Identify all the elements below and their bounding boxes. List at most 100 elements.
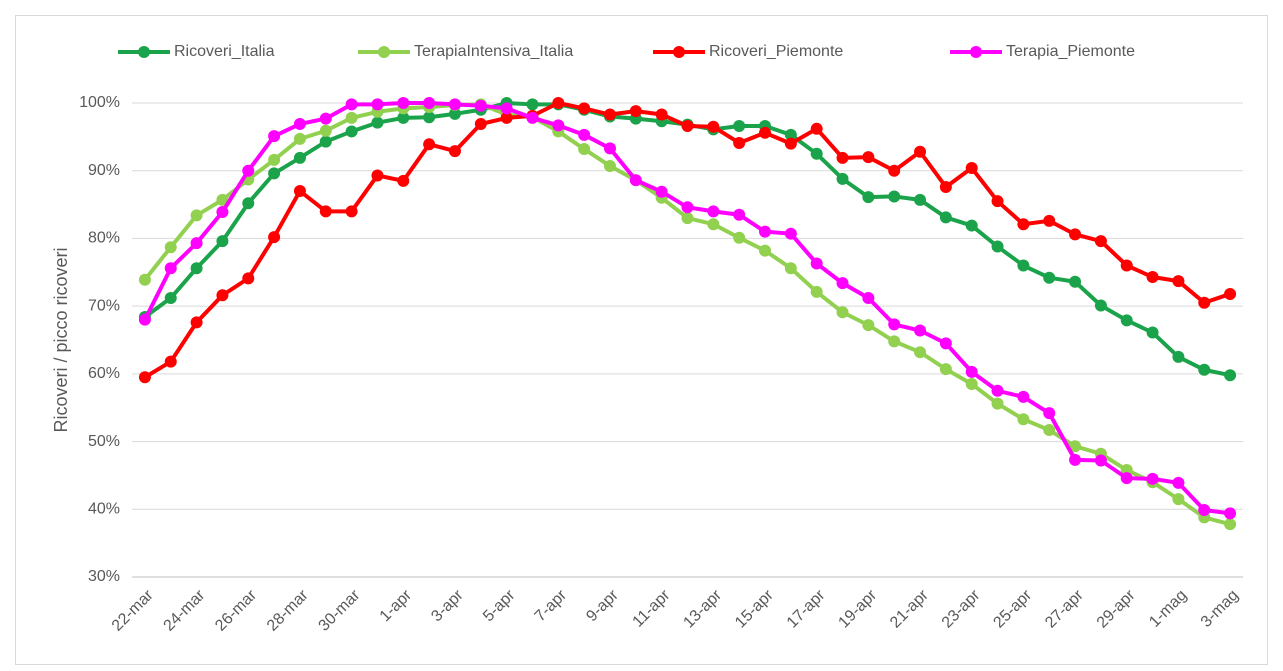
data-point xyxy=(345,125,358,138)
data-point xyxy=(914,145,927,158)
data-point xyxy=(733,208,746,221)
data-point xyxy=(500,102,513,115)
data-point xyxy=(345,98,358,111)
data-point xyxy=(939,337,952,350)
data-point xyxy=(138,371,151,384)
y-tick-label: 70% xyxy=(88,297,120,314)
data-point xyxy=(268,153,281,166)
data-point xyxy=(474,117,487,130)
data-point xyxy=(991,240,1004,253)
data-point xyxy=(733,231,746,244)
data-point xyxy=(190,209,203,222)
legend-marker xyxy=(378,46,390,58)
y-tick-label: 90% xyxy=(88,162,120,179)
data-point xyxy=(862,191,875,204)
data-point xyxy=(1172,350,1185,363)
data-point xyxy=(655,185,668,198)
data-point xyxy=(991,397,1004,410)
data-point xyxy=(707,218,720,231)
data-point xyxy=(655,108,668,121)
legend-marker xyxy=(970,46,982,58)
legend-label: TerapiaIntensiva_Italia xyxy=(414,43,573,60)
data-point xyxy=(397,111,410,124)
data-point xyxy=(836,306,849,319)
data-point xyxy=(914,193,927,206)
legend-label: Ricoveri_Piemonte xyxy=(709,43,843,60)
data-point xyxy=(190,316,203,329)
data-point xyxy=(578,128,591,141)
chart-frame xyxy=(15,15,1268,665)
data-point xyxy=(707,205,720,218)
data-point xyxy=(164,355,177,368)
data-point xyxy=(1017,218,1030,231)
data-point xyxy=(836,172,849,185)
legend-label: Terapia_Piemonte xyxy=(1006,43,1135,60)
data-point xyxy=(1120,259,1133,272)
data-point xyxy=(1224,518,1237,531)
data-point xyxy=(784,262,797,275)
data-point xyxy=(965,219,978,232)
legend-item: Ricoveri_Piemonte xyxy=(653,43,843,60)
data-point xyxy=(888,318,901,331)
data-point xyxy=(707,120,720,133)
data-point xyxy=(914,324,927,337)
legend-item: Ricoveri_Italia xyxy=(118,43,275,60)
data-point xyxy=(681,201,694,214)
data-point xyxy=(1172,493,1185,506)
data-point xyxy=(319,205,332,218)
data-point xyxy=(629,174,642,187)
data-point xyxy=(216,235,229,248)
data-point xyxy=(190,237,203,250)
data-point xyxy=(810,285,823,298)
data-point xyxy=(862,151,875,164)
data-point xyxy=(1017,390,1030,403)
data-point xyxy=(138,273,151,286)
data-point xyxy=(1043,214,1056,227)
data-point xyxy=(1224,369,1237,382)
data-point xyxy=(526,111,539,124)
data-point xyxy=(500,111,513,124)
legend-label: Ricoveri_Italia xyxy=(174,43,275,60)
data-point xyxy=(1043,271,1056,284)
data-point xyxy=(759,126,772,139)
data-point xyxy=(1120,314,1133,327)
data-point xyxy=(1224,287,1237,300)
data-point xyxy=(448,107,461,120)
data-point xyxy=(552,97,565,109)
data-point xyxy=(293,132,306,145)
data-point xyxy=(1224,507,1237,520)
data-point xyxy=(810,257,823,270)
y-tick-label: 100% xyxy=(79,94,120,111)
data-point xyxy=(1172,275,1185,288)
data-point xyxy=(991,195,1004,208)
data-point xyxy=(836,151,849,164)
data-point xyxy=(1017,413,1030,426)
data-point xyxy=(888,164,901,177)
data-point xyxy=(423,138,436,151)
data-point xyxy=(138,313,151,326)
y-tick-label: 40% xyxy=(88,501,120,518)
data-point xyxy=(552,119,565,132)
data-point xyxy=(862,319,875,332)
data-point xyxy=(423,111,436,124)
data-point xyxy=(371,98,384,111)
data-point xyxy=(164,241,177,254)
data-point xyxy=(293,151,306,164)
data-point xyxy=(939,363,952,376)
data-point xyxy=(190,262,203,275)
data-point xyxy=(1172,476,1185,489)
data-point xyxy=(448,145,461,158)
data-point xyxy=(474,99,487,112)
data-point xyxy=(345,205,358,218)
data-point xyxy=(1043,407,1056,420)
data-point xyxy=(810,147,823,160)
data-point xyxy=(293,117,306,130)
data-point xyxy=(448,98,461,111)
data-point xyxy=(423,97,436,109)
legend-marker xyxy=(673,46,685,58)
data-point xyxy=(939,180,952,193)
data-point xyxy=(1198,503,1211,516)
data-point xyxy=(242,272,255,285)
data-point xyxy=(965,365,978,378)
